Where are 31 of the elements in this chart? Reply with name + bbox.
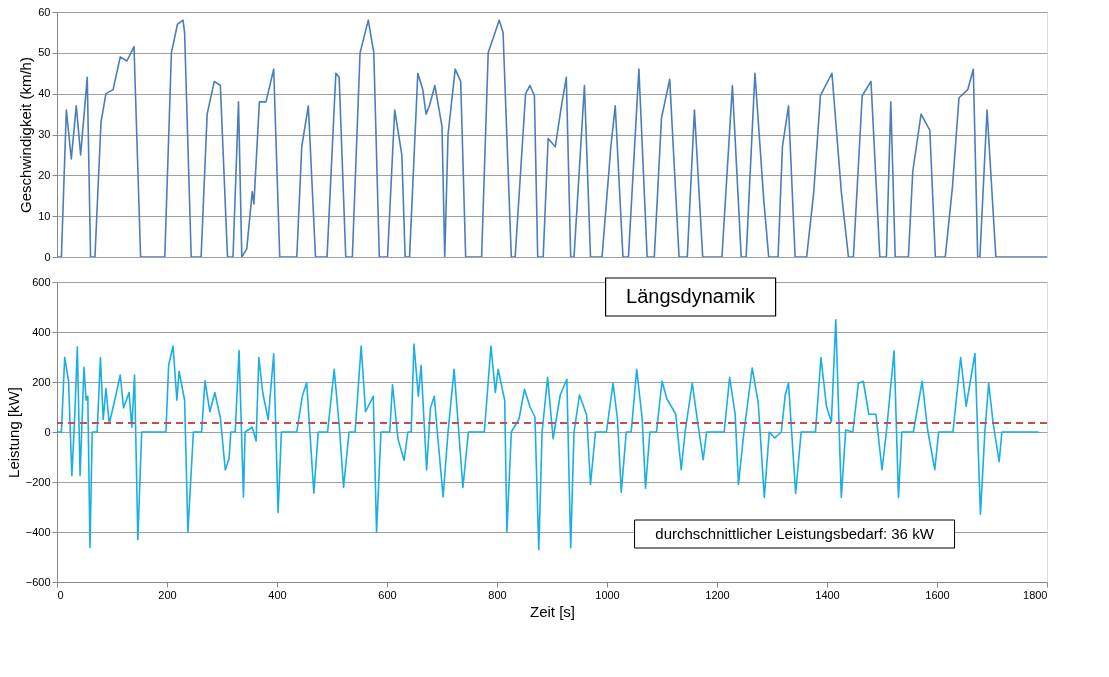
line-series xyxy=(57,318,1040,551)
y-tick-label: 0 xyxy=(44,425,51,438)
line-series xyxy=(57,19,1047,257)
x-tick-label: 1400 xyxy=(815,588,840,601)
y-axis-title: Geschwindigkeit (km/h) xyxy=(17,57,35,213)
x-tick-label: 1800 xyxy=(1023,588,1048,601)
y-tick-label: 0 xyxy=(44,250,51,263)
y-tick-label: 30 xyxy=(38,128,51,140)
x-axis-title: Zeit [s] xyxy=(529,602,576,620)
x-tick-label: 800 xyxy=(488,588,507,601)
y-tick-label: 10 xyxy=(38,209,51,222)
annotation: Längsdynamik xyxy=(626,285,757,307)
y-axis-title: Leistung [kW] xyxy=(4,387,22,478)
x-tick-label: 400 xyxy=(268,588,287,601)
y-tick-label: 600 xyxy=(32,275,51,288)
x-tick-label: 1200 xyxy=(705,588,730,601)
x-tick-label: 1600 xyxy=(925,588,950,601)
x-tick-label: 200 xyxy=(158,588,177,601)
x-tick-label: 0 xyxy=(57,588,64,601)
x-tick-label: 600 xyxy=(378,588,397,601)
y-tick-label: 40 xyxy=(38,87,51,100)
annotation: durchschnittlicher Leistungsbedarf: 36 kW xyxy=(655,525,935,542)
y-tick-label: −200 xyxy=(25,475,51,488)
y-tick-label: 400 xyxy=(32,325,51,338)
y-tick-label: 200 xyxy=(32,375,51,388)
y-tick-label: −600 xyxy=(25,575,51,588)
x-tick-label: 1000 xyxy=(595,588,620,601)
y-tick-label: 20 xyxy=(38,168,51,181)
y-tick-label: −400 xyxy=(25,525,51,538)
y-tick-label: 60 xyxy=(38,5,51,18)
y-tick-label: 50 xyxy=(38,46,51,59)
